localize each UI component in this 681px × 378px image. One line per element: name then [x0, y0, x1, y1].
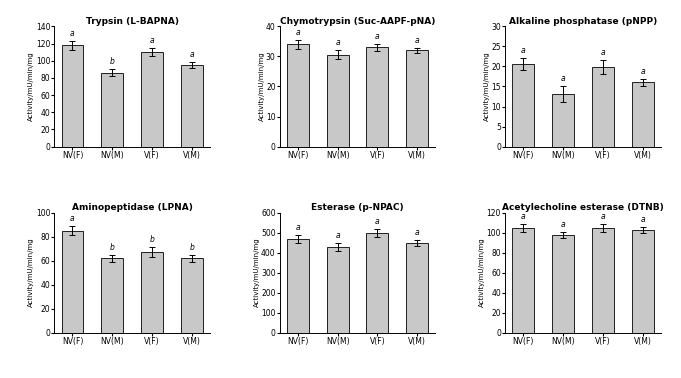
- Bar: [631, 229, 654, 333]
- Title: Alkaline phosphatase (pNPP): Alkaline phosphatase (pNPP): [509, 17, 657, 26]
- Text: a: a: [640, 67, 645, 76]
- Title: Esterase (p-NPAC): Esterase (p-NPAC): [311, 203, 404, 212]
- Bar: [61, 45, 84, 147]
- Text: b: b: [110, 57, 114, 67]
- Text: a: a: [375, 32, 380, 41]
- Text: a: a: [335, 231, 340, 240]
- Y-axis label: Activity/mU/min/mg: Activity/mU/min/mg: [484, 52, 490, 121]
- Text: a: a: [521, 212, 526, 221]
- Text: a: a: [150, 36, 155, 45]
- Title: Acetylecholine esterase (DTNB): Acetylecholine esterase (DTNB): [502, 203, 664, 212]
- Y-axis label: Activity/mU/min/mg: Activity/mU/min/mg: [29, 52, 35, 121]
- Text: a: a: [601, 212, 605, 221]
- Text: a: a: [560, 220, 565, 229]
- Text: a: a: [296, 28, 300, 37]
- Text: a: a: [521, 46, 526, 56]
- Text: b: b: [110, 243, 114, 252]
- Text: a: a: [640, 215, 645, 223]
- Bar: [592, 228, 614, 333]
- Bar: [141, 252, 163, 333]
- Bar: [101, 258, 123, 333]
- Bar: [327, 246, 349, 333]
- Text: b: b: [150, 235, 155, 245]
- Text: a: a: [296, 223, 300, 232]
- Text: b: b: [189, 243, 194, 252]
- Bar: [327, 55, 349, 147]
- Bar: [366, 48, 388, 147]
- Text: a: a: [375, 217, 380, 226]
- Text: a: a: [560, 74, 565, 83]
- Text: a: a: [415, 228, 419, 237]
- Y-axis label: Activity/mU/min/mg: Activity/mU/min/mg: [479, 238, 485, 307]
- Bar: [631, 82, 654, 147]
- Bar: [407, 243, 428, 333]
- Bar: [181, 65, 203, 147]
- Text: a: a: [601, 48, 605, 57]
- Title: Trypsin (L-BAPNA): Trypsin (L-BAPNA): [86, 17, 178, 26]
- Bar: [287, 45, 308, 147]
- Bar: [552, 235, 574, 333]
- Text: a: a: [70, 214, 75, 223]
- Bar: [61, 231, 84, 333]
- Bar: [366, 232, 388, 333]
- Bar: [181, 258, 203, 333]
- Bar: [287, 239, 308, 333]
- Text: a: a: [415, 36, 419, 45]
- Y-axis label: Activity/mU/min/mg: Activity/mU/min/mg: [29, 238, 35, 307]
- Bar: [552, 94, 574, 147]
- Y-axis label: Activity/mU/min/mg: Activity/mU/min/mg: [253, 238, 259, 307]
- Bar: [512, 65, 534, 147]
- Text: a: a: [189, 50, 194, 59]
- Bar: [141, 52, 163, 147]
- Text: a: a: [70, 29, 75, 38]
- Title: Aminopeptidase (LPNA): Aminopeptidase (LPNA): [72, 203, 193, 212]
- Bar: [407, 51, 428, 147]
- Text: a: a: [335, 39, 340, 48]
- Bar: [101, 73, 123, 147]
- Bar: [592, 67, 614, 147]
- Y-axis label: Activity/mU/min/mg: Activity/mU/min/mg: [259, 52, 264, 121]
- Title: Chymotrypsin (Suc-AAPF-pNA): Chymotrypsin (Suc-AAPF-pNA): [280, 17, 435, 26]
- Bar: [512, 228, 534, 333]
